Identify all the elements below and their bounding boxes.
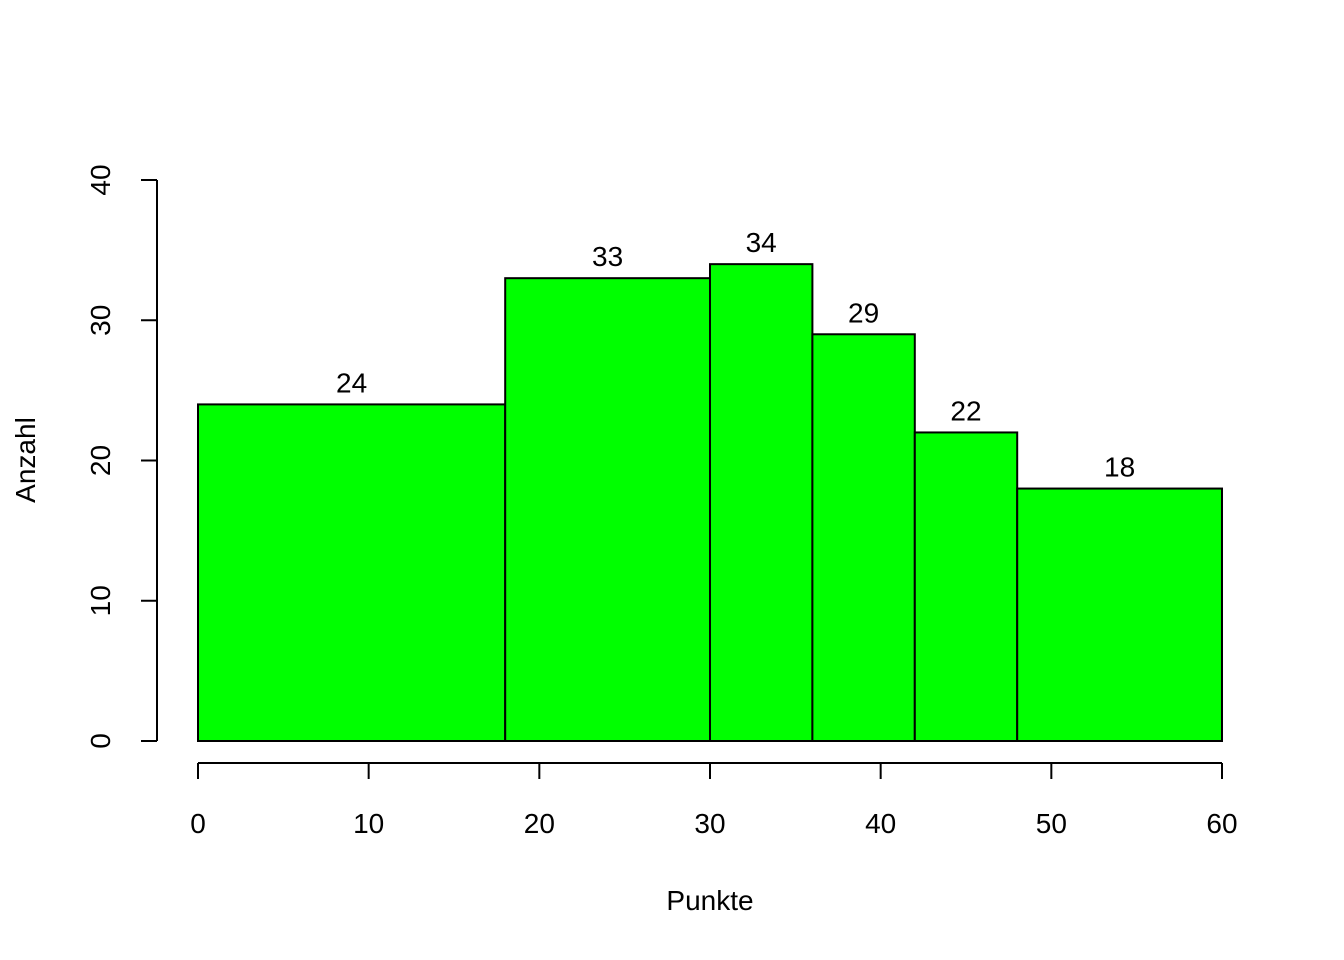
x-tick-label: 50 bbox=[1036, 808, 1067, 839]
x-axis-label: Punkte bbox=[666, 885, 753, 916]
data-label: 34 bbox=[746, 227, 777, 258]
data-label: 22 bbox=[950, 395, 981, 426]
data-label: 33 bbox=[592, 241, 623, 272]
y-axis-label: Anzahl bbox=[10, 417, 41, 503]
y-tick-label: 20 bbox=[85, 445, 116, 476]
data-label: 24 bbox=[336, 367, 367, 398]
x-tick-label: 30 bbox=[694, 808, 725, 839]
y-tick-label: 10 bbox=[85, 585, 116, 616]
x-tick-label: 60 bbox=[1206, 808, 1237, 839]
y-tick-label: 30 bbox=[85, 305, 116, 336]
data-label: 29 bbox=[848, 297, 879, 328]
x-tick-label: 40 bbox=[865, 808, 896, 839]
y-tick-label: 40 bbox=[85, 164, 116, 195]
y-tick-label: 0 bbox=[85, 733, 116, 749]
bar bbox=[709, 263, 814, 742]
bar bbox=[1016, 487, 1224, 742]
bar bbox=[504, 277, 712, 742]
bar bbox=[913, 431, 1019, 742]
x-tick-label: 0 bbox=[190, 808, 206, 839]
x-tick-label: 10 bbox=[353, 808, 384, 839]
data-label: 18 bbox=[1104, 452, 1135, 483]
x-tick-label: 20 bbox=[524, 808, 555, 839]
bar bbox=[811, 333, 916, 742]
bar bbox=[197, 403, 507, 742]
